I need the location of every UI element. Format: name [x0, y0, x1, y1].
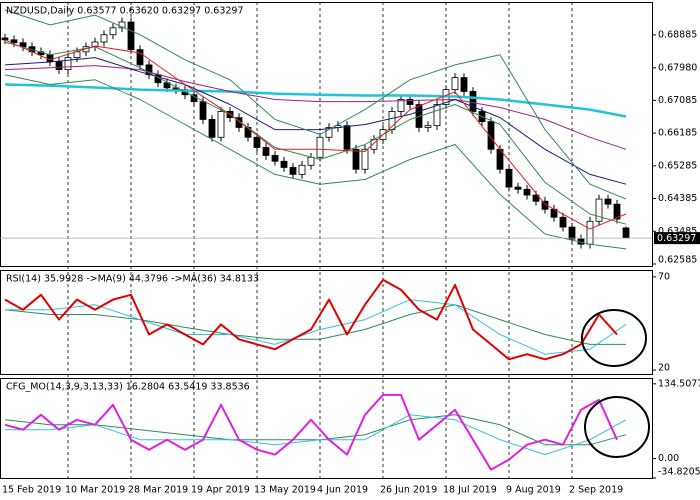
candle-body [118, 21, 126, 29]
indicator-line [4, 41, 627, 225]
candle-body [568, 226, 576, 240]
candle-body [505, 168, 513, 188]
y-tick-label: 0.66185 [658, 128, 697, 139]
x-tick-label: 13 May 2019 [254, 485, 316, 496]
y-tick-label: 70 [658, 271, 670, 282]
y-tick-label: -34.8205 [658, 467, 700, 478]
panel-title: RSI(14) 35.9928 ->MA(9) 44.3796 ->MA(36)… [6, 274, 259, 285]
y-tick-label: 0.65285 [658, 160, 697, 171]
candle-body [541, 200, 549, 210]
candle-body [622, 227, 630, 239]
candle-body [397, 99, 405, 112]
candle-body [586, 220, 594, 245]
candle-body [262, 147, 270, 156]
candle-body [424, 125, 432, 128]
x-tick-label: 18 Jul 2019 [443, 485, 497, 496]
candle-body [325, 127, 333, 138]
candle-body [199, 101, 207, 120]
panel-frame [0, 270, 653, 375]
candle-body [127, 21, 135, 51]
panel-title: CFG_MO(14,3,9,3,13,33) 16.2804 63.5419 3… [6, 382, 250, 393]
current-price-label: 0.63297 [657, 233, 696, 244]
y-tick-label: 0.68885 [658, 29, 697, 40]
y-tick-label: 0.00 [658, 453, 679, 464]
candle-body [100, 34, 108, 43]
x-tick-label: 19 Apr 2019 [191, 485, 250, 496]
y-tick-label: 0.64385 [658, 193, 697, 204]
x-tick-label: 10 Mar 2019 [65, 485, 125, 496]
candle-body [532, 194, 540, 202]
panel-title: NZDUSD,Daily 0.63577 0.63620 0.63297 0.6… [6, 6, 244, 17]
highlight-circle [581, 309, 647, 367]
x-tick-label: 4 Jun 2019 [317, 485, 368, 496]
candle-body [1, 37, 9, 41]
indicator-line [4, 65, 627, 150]
indicator-line [4, 278, 618, 361]
indicator-line [5, 414, 627, 456]
candle-body [460, 77, 468, 92]
candle-body [595, 198, 603, 222]
indicator-line [4, 39, 627, 230]
candle-body [523, 188, 531, 196]
candle-body [298, 164, 306, 175]
candle-body [451, 77, 459, 91]
candle-body [208, 119, 216, 138]
candle-body [352, 148, 360, 170]
panel-frame [0, 378, 653, 479]
candle-body [604, 198, 612, 205]
indicator-line [4, 304, 626, 345]
indicator-line [5, 299, 627, 355]
candle-body [361, 148, 369, 170]
candle-body [109, 27, 117, 36]
x-tick-label: 9 Aug 2019 [506, 485, 561, 496]
candle-body [559, 216, 567, 228]
candle-body [343, 125, 351, 150]
y-tick-label: 0.62585 [658, 255, 697, 266]
x-tick-label: 28 Mar 2019 [128, 485, 188, 496]
candle-body [235, 117, 243, 128]
y-tick-label: 0.67085 [658, 95, 697, 106]
candle-body [613, 203, 621, 220]
candle-body [406, 99, 414, 105]
candle-body [64, 57, 72, 71]
indicator-line [4, 57, 627, 185]
indicator-line [4, 393, 618, 471]
candle-body [73, 51, 81, 59]
x-tick-label: 2 Sep 2019 [569, 485, 623, 496]
candle-body [136, 49, 144, 66]
candle-body [487, 121, 495, 150]
indicator-line [4, 83, 627, 118]
panel-frame [0, 2, 653, 267]
candle-body [271, 155, 279, 162]
candle-body [46, 54, 54, 63]
candle-body [253, 136, 261, 148]
x-tick-label: 26 Jun 2019 [380, 485, 437, 496]
candle-body [307, 156, 315, 166]
candle-body [469, 91, 477, 112]
y-tick-label: 20 [658, 363, 670, 374]
y-tick-label: 0.67980 [658, 62, 697, 73]
candle-body [316, 136, 324, 158]
candle-body [289, 167, 297, 175]
y-tick-label: 134.5077 [658, 379, 700, 390]
x-tick-label: 15 Feb 2019 [2, 485, 61, 496]
candle-body [10, 39, 18, 44]
candle-body [280, 160, 288, 168]
current-price-box [654, 232, 700, 245]
candle-body [514, 186, 522, 190]
candle-body [217, 111, 225, 138]
indicator-line [4, 74, 627, 250]
candle-body [433, 104, 441, 127]
indicator-line [4, 9, 627, 200]
candle-body [55, 61, 63, 71]
y-tick-label: 0.63485 [658, 226, 697, 237]
highlight-circle [584, 396, 650, 458]
